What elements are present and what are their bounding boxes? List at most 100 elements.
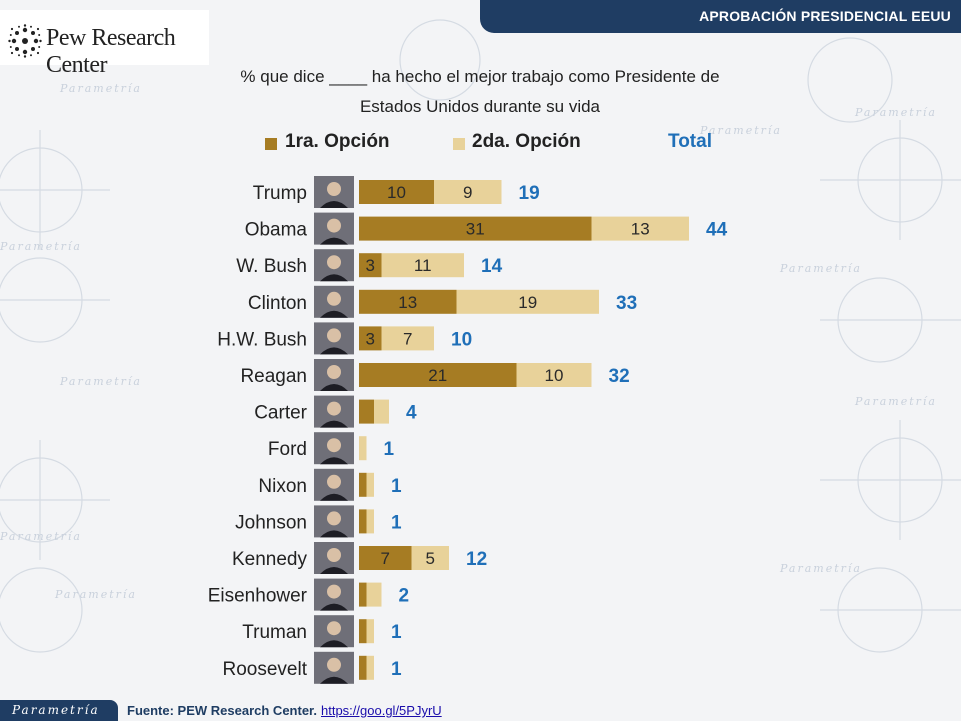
bar-value-label-first: 10 xyxy=(387,183,406,202)
total-value-label: 4 xyxy=(406,403,417,424)
header-bar: APROBACIÓN PRESIDENCIAL EEUU xyxy=(480,0,961,33)
bar-second-option xyxy=(366,619,374,644)
president-photo-icon xyxy=(314,468,354,501)
watermark-text: Parametría xyxy=(0,240,82,253)
legend-label-total: Total xyxy=(668,131,712,152)
pew-logo-mark-icon xyxy=(8,24,42,58)
bar-first-option xyxy=(359,289,457,314)
bar-second-option xyxy=(434,180,502,204)
bar-value-label-second: 19 xyxy=(518,293,537,312)
category-label: Trump xyxy=(253,183,307,204)
bar-first-option xyxy=(359,472,367,497)
bar-second-option xyxy=(366,472,374,497)
category-label: W. Bush xyxy=(236,256,307,277)
president-photo-icon xyxy=(314,505,354,538)
category-label: Kennedy xyxy=(232,549,308,570)
president-photo-icon xyxy=(314,322,354,355)
watermark-text: Parametría xyxy=(779,562,862,575)
watermark-text: Parametría xyxy=(54,588,137,601)
bar-second-option xyxy=(456,289,599,314)
bar-first-option xyxy=(359,253,382,278)
bar-second-option xyxy=(366,655,374,680)
bar-value-label-second: 10 xyxy=(545,366,564,385)
president-photo-icon xyxy=(314,249,354,282)
president-photo-icon xyxy=(314,578,354,611)
total-value-label: 1 xyxy=(384,439,395,460)
bar-first-option xyxy=(359,546,412,570)
source-link[interactable]: https://goo.gl/5PJyrU xyxy=(321,703,442,718)
president-photo-icon xyxy=(314,395,354,428)
category-label: Ford xyxy=(268,439,307,460)
category-label: Clinton xyxy=(248,293,307,314)
subtitle-line-2: Estados Unidos durante su vida xyxy=(359,97,601,116)
header-title: APROBACIÓN PRESIDENCIAL EEUU xyxy=(699,8,951,24)
bar-first-option xyxy=(359,582,367,607)
bar-second-option xyxy=(374,399,389,424)
watermark-text-group: Parametría Parametría Parametría Paramet… xyxy=(0,82,937,601)
bar-value-label-first: 7 xyxy=(381,549,390,568)
legend-swatch-second xyxy=(453,138,465,150)
category-label: Truman xyxy=(242,622,307,643)
bar-second-option xyxy=(411,546,449,570)
legend-swatch-first xyxy=(265,138,277,150)
chart-legend: 1ra. Opción 2da. Opción Total xyxy=(0,130,961,156)
legend-label-second: 2da. Opción xyxy=(472,131,581,152)
bar-value-label-first: 3 xyxy=(366,256,375,275)
bar-value-label-first: 13 xyxy=(398,293,417,312)
president-photo-icon xyxy=(314,359,354,391)
bar-first-option xyxy=(359,216,592,241)
president-photo-icon xyxy=(314,615,354,648)
president-photo-icon xyxy=(314,432,354,465)
total-value-label: 1 xyxy=(391,622,402,643)
category-label: Carter xyxy=(254,403,307,424)
pew-logo: Pew Research Center xyxy=(0,10,209,78)
total-value-label: 44 xyxy=(706,220,728,241)
bar-second-option xyxy=(381,326,434,351)
footer-source-label: Fuente: PEW Research Center. xyxy=(127,703,317,718)
subtitle-line-1: % que dice ____ ha hecho el mejor trabaj… xyxy=(240,67,720,86)
watermark-text: Parametría xyxy=(59,82,142,95)
total-value-label: 1 xyxy=(391,476,402,497)
total-value-label: 1 xyxy=(391,659,402,680)
footer-brand-bar: Parametría xyxy=(0,700,118,721)
category-label: Obama xyxy=(245,220,308,241)
president-photo-icon xyxy=(314,542,354,574)
watermark-text: Parametría xyxy=(699,124,782,137)
bar-first-option xyxy=(359,326,382,351)
bar-second-option xyxy=(381,253,464,278)
category-label: Eisenhower xyxy=(208,586,308,607)
bar-second-option xyxy=(366,582,382,607)
president-photo-icon xyxy=(314,212,354,245)
bar-first-option xyxy=(359,509,367,534)
bar-first-option xyxy=(359,180,434,204)
bar-first-option xyxy=(359,363,517,387)
bar-second-option xyxy=(591,216,689,241)
pew-logo-text: Pew Research Center xyxy=(46,25,176,78)
total-value-label: 14 xyxy=(481,256,503,277)
category-label: Johnson xyxy=(235,512,307,533)
bar-value-label-second: 11 xyxy=(414,256,432,275)
legend-label-first: 1ra. Opción xyxy=(285,131,390,152)
footer-source: Fuente: PEW Research Center. https://goo.… xyxy=(127,703,442,718)
bar-first-option xyxy=(359,655,367,680)
total-value-label: 33 xyxy=(616,293,637,314)
bar-second-option xyxy=(359,436,367,461)
chart-subtitle: % que dice ____ ha hecho el mejor trabaj… xyxy=(180,62,780,122)
category-label: Reagan xyxy=(240,366,307,387)
bar-second-option xyxy=(516,363,592,387)
president-photo-icon xyxy=(314,176,354,208)
president-photo-icon xyxy=(314,651,354,684)
watermark-text: Parametría xyxy=(59,375,142,388)
bar-value-label-second: 7 xyxy=(403,329,412,348)
president-photo-icon xyxy=(314,285,354,318)
watermark-text: Parametría xyxy=(854,395,937,408)
bar-value-label-first: 21 xyxy=(428,366,447,385)
total-value-label: 12 xyxy=(466,549,487,570)
total-value-label: 2 xyxy=(399,586,410,607)
bar-value-label-second: 13 xyxy=(631,220,650,239)
watermark-text: Parametría xyxy=(0,530,82,543)
watermark-text: Parametría xyxy=(779,262,862,275)
bar-value-label-second: 5 xyxy=(426,549,435,568)
bar-second-option xyxy=(366,509,374,534)
